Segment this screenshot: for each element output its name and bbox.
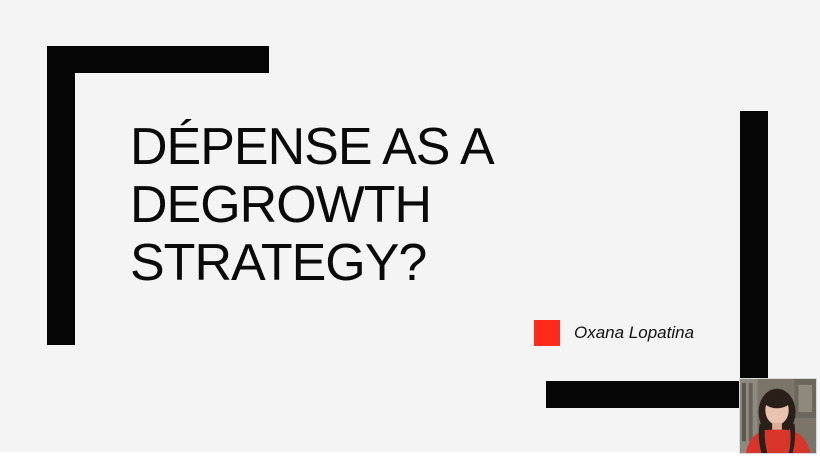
slide-title-line-2: DEGROWTH bbox=[130, 176, 432, 234]
presenter-video-feed-icon bbox=[740, 379, 816, 453]
slide-title: DÉPENSE AS A DEGROWTH STRATEGY? bbox=[130, 118, 550, 292]
accent-square bbox=[534, 320, 560, 346]
slide-title-line-1: DÉPENSE AS A bbox=[130, 118, 495, 176]
frame-bar-bottom-right-horizontal bbox=[546, 381, 768, 408]
bottom-strip bbox=[0, 452, 820, 458]
frame-bar-top-left-vertical bbox=[47, 46, 75, 345]
author-name: Oxana Lopatina bbox=[574, 323, 695, 342]
frame-bar-top-left-horizontal bbox=[47, 46, 269, 73]
presenter-webcam-thumbnail[interactable] bbox=[739, 378, 817, 454]
slide-title-line-3: STRATEGY? bbox=[130, 234, 427, 292]
frame-bar-bottom-right-vertical bbox=[740, 111, 768, 408]
